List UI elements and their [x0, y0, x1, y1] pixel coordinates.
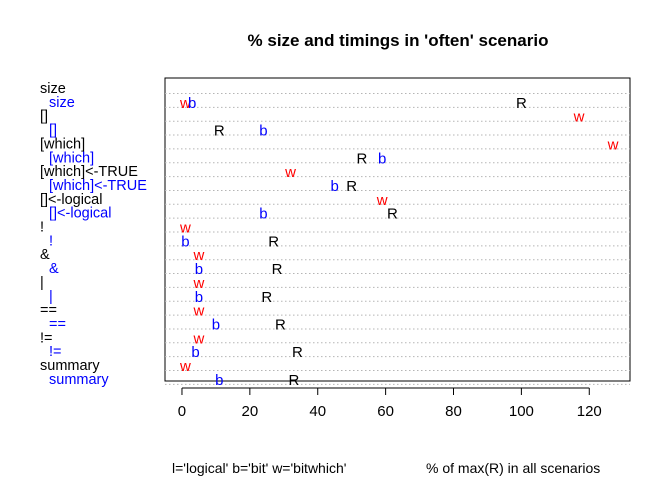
data-point-b: b — [191, 344, 199, 361]
footer-legend: l='logical' b='bit' w='bitwhich' — [172, 460, 346, 476]
x-tick-label: 120 — [577, 403, 602, 420]
chart-title: % size and timings in 'often' scenario — [248, 31, 549, 50]
data-point-b: b — [212, 316, 220, 333]
row-label: []<-logical — [40, 192, 102, 208]
data-point-b: b — [215, 372, 223, 389]
data-point-R: R — [387, 206, 398, 223]
data-point-b: b — [259, 123, 267, 140]
row-label: == — [49, 316, 66, 332]
row-label: [which] — [49, 150, 94, 166]
data-point-w: w — [193, 330, 205, 347]
footer-axis-note: % of max(R) in all scenarios — [426, 460, 600, 476]
row-label: != — [40, 330, 53, 346]
row-label: size — [49, 95, 75, 111]
x-tick-label: 0 — [178, 403, 186, 420]
data-point-R: R — [516, 95, 527, 112]
row-label: != — [49, 344, 62, 360]
x-tick-label: 80 — [445, 403, 462, 420]
row-labels: sizesize[][][which][which][which]<-TRUE[… — [40, 81, 147, 388]
data-point-b: b — [378, 150, 386, 167]
row-label: ! — [40, 220, 44, 236]
grid-lines — [165, 93, 630, 385]
data-point-w: w — [193, 303, 205, 320]
data-point-R: R — [275, 316, 286, 333]
row-label: [] — [40, 109, 48, 125]
data-point-b: b — [195, 261, 203, 278]
data-point-R: R — [292, 344, 303, 361]
data-point-w: w — [179, 95, 191, 112]
data-point-w: w — [284, 164, 296, 181]
row-label: & — [49, 261, 59, 277]
row-label: ! — [49, 233, 53, 249]
data-point-w: w — [607, 136, 619, 153]
data-point-R: R — [261, 289, 272, 306]
x-tick-label: 40 — [309, 403, 326, 420]
data-point-b: b — [195, 289, 203, 306]
data-point-w: w — [573, 109, 585, 126]
row-label: summary — [49, 372, 109, 388]
data-point-w: w — [193, 275, 205, 292]
data-point-R: R — [356, 150, 367, 167]
row-label: & — [40, 247, 50, 263]
data-point-R: R — [272, 261, 283, 278]
row-label: | — [49, 289, 53, 305]
data-point-w: w — [179, 220, 191, 237]
data-point-w: w — [376, 192, 388, 209]
data-point-R: R — [214, 123, 225, 140]
row-label: == — [40, 303, 57, 319]
x-tick-label: 60 — [377, 403, 394, 420]
data-point-b: b — [331, 178, 339, 195]
row-label: []<-logical — [49, 206, 111, 222]
row-label: [which] — [40, 136, 85, 152]
data-point-b: b — [259, 206, 267, 223]
x-tick-label: 20 — [242, 403, 259, 420]
data-point-b: b — [188, 95, 196, 112]
data-point-b: b — [181, 233, 189, 250]
row-label: [] — [49, 123, 57, 139]
plot-area — [164, 77, 631, 382]
row-label: [which]<-TRUE — [49, 178, 147, 194]
x-tick-label: 100 — [509, 403, 534, 420]
data-point-R: R — [268, 233, 279, 250]
data-point-R: R — [346, 178, 357, 195]
data-point-R: R — [289, 372, 300, 389]
row-label: summary — [40, 358, 100, 374]
x-axis: 0 20 40 60 80 100 120 — [178, 387, 602, 420]
data-point-w: w — [193, 247, 205, 264]
data-point-w: w — [179, 358, 191, 375]
row-label: size — [40, 81, 66, 97]
row-label: | — [40, 275, 44, 291]
row-label: [which]<-TRUE — [40, 164, 138, 180]
